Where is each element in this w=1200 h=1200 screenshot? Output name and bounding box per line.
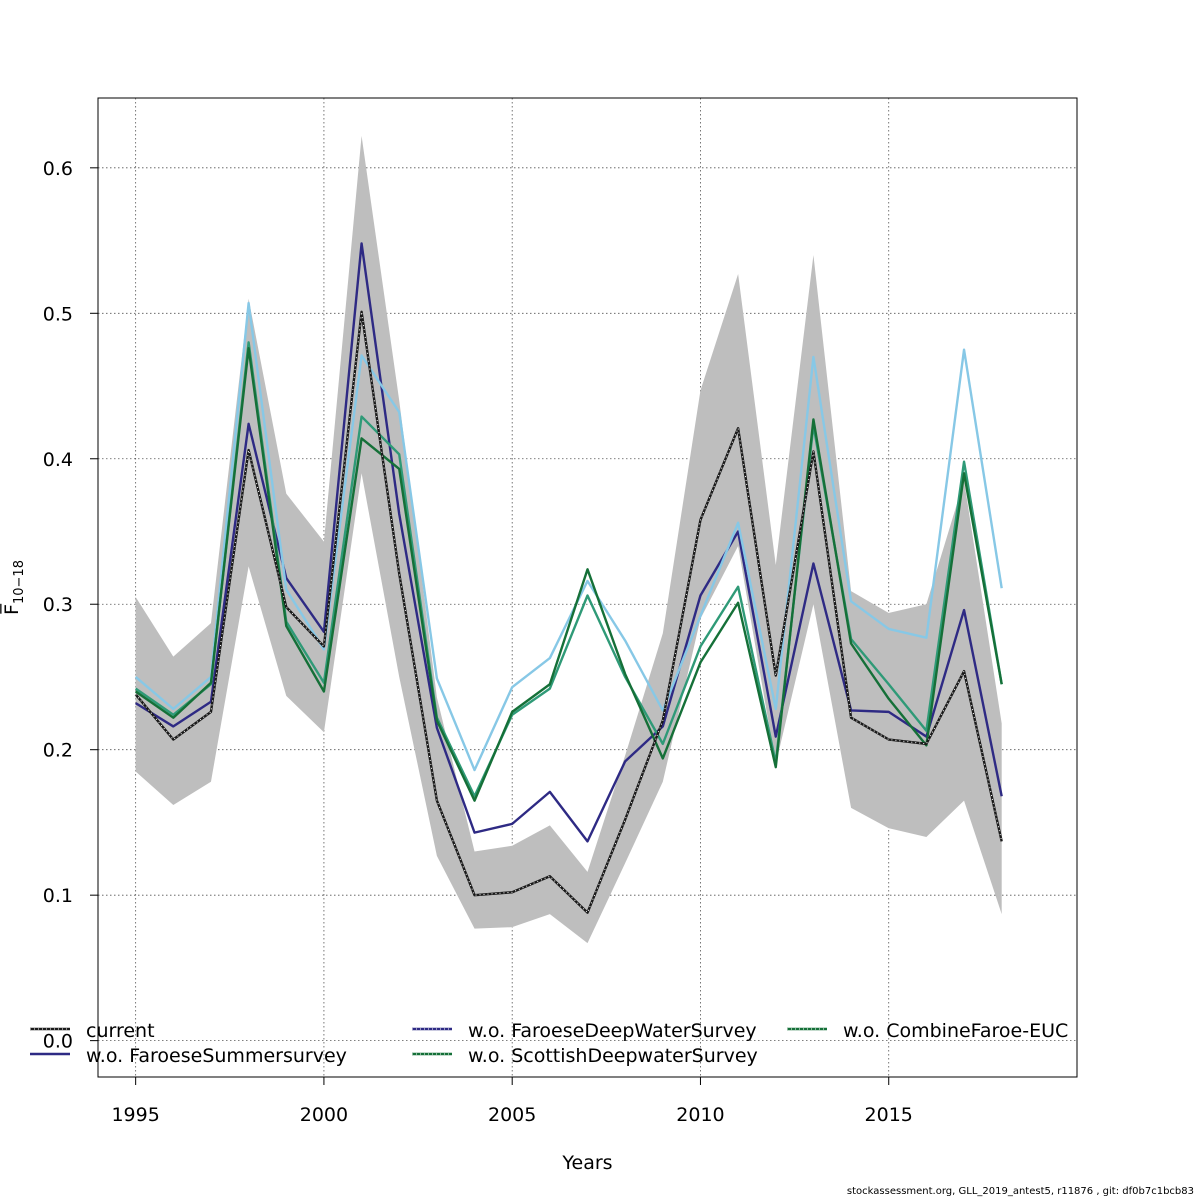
y-axis-label-subscript: 10−18 — [12, 560, 27, 604]
legend-item-current: current — [30, 1020, 155, 1042]
confidence-band — [135, 135, 1002, 944]
y-axis-label-main: F̅ — [0, 603, 23, 615]
footnote: stockassessment.org, GLL_2019_antest5, r… — [846, 1186, 1194, 1197]
legend-item-w-o-scottishdeepwatersurvey: w.o. ScottishDeepwaterSurvey — [412, 1045, 758, 1067]
y-tick-label: 0.0 — [43, 1031, 73, 1053]
legend-item-w-o-combinefaroe-euc: w.o. CombineFaroe-EUC — [787, 1020, 1068, 1042]
x-axis: 1995 2000 2005 2010 2015 — [111, 1077, 913, 1126]
x-axis-label: Years — [561, 1152, 612, 1174]
x-tick-label: 2015 — [865, 1104, 913, 1126]
series-line-w-o-faroesesummersurvey — [135, 242, 1003, 843]
plot-frame — [97, 97, 1078, 1078]
legend-label: w.o. ScottishDeepwaterSurvey — [468, 1045, 758, 1067]
legend-item-w-o-faroesedeepwatersurvey: w.o. FaroeseDeepWaterSurvey — [412, 1020, 757, 1042]
confidence-band-group — [135, 135, 1002, 944]
y-tick-label: 0.5 — [43, 303, 73, 325]
legend-label: w.o. CombineFaroe-EUC — [843, 1020, 1068, 1042]
legend: current w.o. FaroeseSummersurvey w.o. Faro… — [30, 1020, 1068, 1067]
y-tick-label: 0.6 — [43, 158, 73, 180]
y-tick-label: 0.1 — [43, 885, 73, 907]
x-tick-label: 2010 — [676, 1104, 724, 1126]
series-line-w-o-faroesedeepwatersurvey — [134, 301, 1003, 772]
legend-label: current — [86, 1020, 155, 1042]
y-axis: 0.0 0.1 0.2 0.3 0.4 0.5 0.6 — [43, 158, 98, 1053]
legend-label: w.o. FaroeseSummersurvey — [86, 1045, 347, 1067]
y-tick-label: 0.2 — [43, 740, 73, 762]
legend-label: w.o. FaroeseDeepWaterSurvey — [468, 1020, 757, 1042]
legend-item-w-o-faroesesummersurvey: w.o. FaroeseSummersurvey — [30, 1045, 347, 1067]
y-tick-label: 0.4 — [43, 449, 73, 471]
y-tick-label: 0.3 — [43, 594, 73, 616]
x-tick-label: 2000 — [300, 1104, 348, 1126]
series-line-overlay-current — [135, 311, 1003, 914]
y-axis-label: F̅10−18 — [0, 560, 27, 615]
x-tick-label: 2005 — [488, 1104, 536, 1126]
x-tick-label: 1995 — [111, 1104, 159, 1126]
series-lines — [134, 242, 1003, 914]
